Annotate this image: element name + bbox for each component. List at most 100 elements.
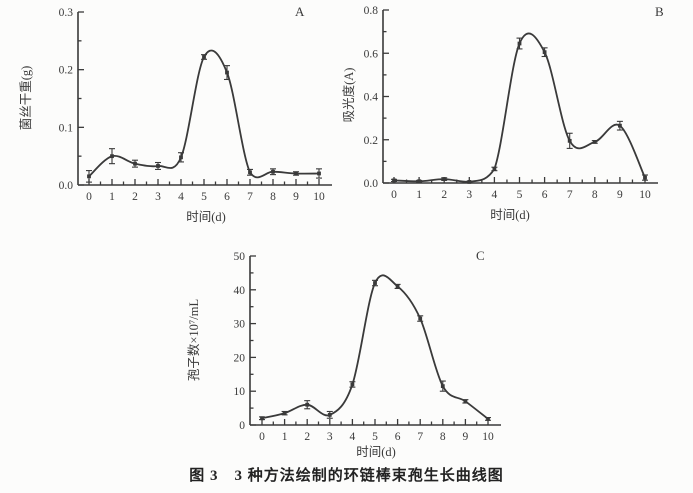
x-tick-label: 2 (132, 191, 138, 203)
data-point-marker (492, 167, 497, 171)
panel-label: A (295, 4, 305, 19)
y-tick-labels: 0.0 0.1 0.2 0.3 (59, 7, 74, 192)
y-tick-label: 30 (234, 319, 246, 331)
data-point-marker (467, 180, 472, 184)
y-tick-label: 0.2 (59, 65, 74, 77)
y-tick-label: 20 (234, 352, 246, 364)
figure-caption: 图 3 3 种方法绘制的环链棒束孢生长曲线图 (189, 468, 504, 484)
y-tick-label: 10 (234, 386, 246, 398)
data-point-marker (225, 70, 229, 75)
y-tick-label: 50 (234, 251, 246, 263)
data-point-marker (317, 171, 321, 176)
data-point-markers (260, 281, 490, 421)
x-tick-label: 4 (492, 189, 498, 201)
error-bars (86, 54, 322, 183)
y-tick-label: 0 (239, 420, 245, 432)
data-point-marker (417, 179, 421, 184)
x-tick-label: 0 (391, 189, 397, 201)
data-point-marker (618, 123, 622, 128)
data-point-marker (517, 41, 522, 46)
x-tick-label: 10 (482, 431, 494, 443)
y-ticks (78, 11, 84, 186)
data-curve (88, 49, 320, 179)
data-point-marker (567, 138, 572, 143)
x-tick-label: 4 (350, 431, 356, 443)
y-axis-title: 吸光度(A) (341, 68, 356, 123)
x-tick-label: 2 (441, 189, 447, 201)
x-tick-label: 3 (327, 431, 333, 443)
x-tick-label: 7 (417, 431, 423, 443)
error-bars (259, 279, 491, 421)
y-axis-title: 菌丝干重(g) (18, 66, 33, 131)
y-tick-label: 0.1 (59, 122, 74, 134)
x-tick-label: 0 (259, 431, 265, 443)
y-ticks (250, 255, 256, 426)
x-axis-title: 时间(d) (490, 208, 530, 222)
data-point-marker (282, 411, 287, 416)
y-tick-label: 0.6 (364, 48, 379, 60)
x-axis-title: 时间(d) (356, 445, 396, 459)
data-point-marker (442, 177, 447, 182)
data-point-marker (87, 174, 91, 179)
x-tick-label: 9 (463, 431, 469, 443)
y-tick-labels: 0.0 0.2 0.4 0.6 0.8 (364, 5, 379, 190)
data-point-marker (305, 402, 310, 407)
error-bars (391, 37, 648, 184)
x-tick-label: 9 (293, 191, 299, 203)
x-tick-label: 6 (542, 189, 548, 201)
y-tick-labels: 0 10 20 30 40 50 (234, 251, 246, 432)
data-point-marker (643, 175, 647, 180)
data-point-markers (392, 41, 647, 184)
data-point-marker (202, 55, 206, 59)
chart-panel-a: 0 1 2 3 4 5 6 7 8 9 10 0.0 0.1 0.2 0.3 A 时间(d) 菌丝干重(g) (18, 4, 332, 224)
data-curve (393, 32, 646, 183)
x-tick-label: 6 (395, 431, 401, 443)
x-tick-label: 10 (313, 191, 325, 203)
y-tick-label: 0.0 (59, 180, 74, 192)
x-tick-label: 0 (86, 191, 92, 203)
data-point-marker (440, 384, 445, 389)
data-point-marker (294, 171, 298, 176)
x-tick-label: 1 (416, 189, 422, 201)
x-tick-label: 7 (567, 189, 573, 201)
data-point-marker (542, 50, 547, 55)
data-point-marker (179, 155, 183, 160)
data-point-marker (463, 399, 468, 404)
panel-label: C (476, 248, 485, 263)
data-point-marker (156, 164, 160, 168)
data-point-marker (110, 154, 114, 159)
x-tick-labels: 0 1 2 3 4 5 6 7 8 9 10 (391, 189, 651, 201)
data-point-marker (486, 417, 490, 421)
y-ticks (383, 9, 389, 184)
chart-panel-c: 0 1 2 3 4 5 6 7 8 9 10 0 10 20 30 40 50 C 时间(d) 孢子数×10⁷/mL (186, 248, 501, 459)
data-point-marker (260, 416, 264, 421)
x-tick-label: 5 (517, 189, 523, 201)
data-point-marker (592, 140, 597, 144)
x-tick-label: 3 (155, 191, 161, 203)
y-axis-title: 孢子数×10⁷/mL (186, 299, 201, 381)
x-tick-labels: 0 1 2 3 4 5 6 7 8 9 10 (86, 191, 325, 203)
chart-panel-b: 0 1 2 3 4 5 6 7 8 9 10 0.0 0.2 0.4 0.6 0.8 B 时间(d) 吸光度(A) (341, 4, 664, 222)
x-tick-label: 4 (178, 191, 184, 203)
data-point-marker (373, 281, 377, 285)
data-point-marker (392, 178, 396, 183)
data-point-marker (327, 412, 332, 417)
x-tick-label: 3 (466, 189, 472, 201)
x-ticks (88, 179, 320, 185)
y-tick-label: 0.4 (364, 92, 379, 104)
data-point-marker (271, 169, 275, 174)
y-tick-label: 0.0 (364, 178, 379, 190)
x-tick-label: 10 (639, 189, 651, 201)
x-tick-label: 6 (224, 191, 230, 203)
x-ticks (393, 177, 646, 183)
data-point-markers (87, 55, 321, 179)
x-tick-label: 8 (592, 189, 598, 201)
x-tick-labels: 0 1 2 3 4 5 6 7 8 9 10 (259, 431, 494, 443)
x-tick-label: 1 (109, 191, 115, 203)
x-tick-label: 9 (617, 189, 623, 201)
x-tick-label: 5 (372, 431, 378, 443)
x-tick-label: 8 (440, 431, 446, 443)
x-axis-title: 时间(d) (186, 210, 226, 224)
y-tick-label: 0.8 (364, 5, 379, 17)
